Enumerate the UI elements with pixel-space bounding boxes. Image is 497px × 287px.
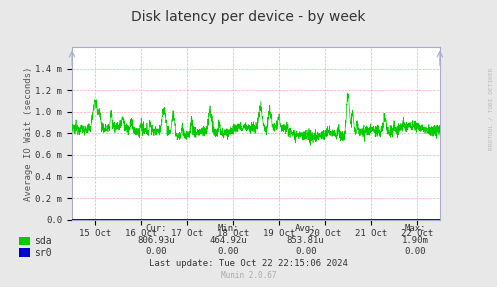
- Text: Cur:: Cur:: [146, 224, 167, 233]
- Text: 464.92u: 464.92u: [210, 236, 248, 245]
- Y-axis label: Average IO Wait (seconds): Average IO Wait (seconds): [24, 66, 33, 201]
- Text: 0.00: 0.00: [295, 247, 317, 256]
- Text: 0.00: 0.00: [146, 247, 167, 256]
- Text: Min:: Min:: [218, 224, 240, 233]
- Text: Last update: Tue Oct 22 22:15:06 2024: Last update: Tue Oct 22 22:15:06 2024: [149, 259, 348, 268]
- Text: sda: sda: [34, 236, 51, 246]
- Text: 806.93u: 806.93u: [138, 236, 175, 245]
- Text: Max:: Max:: [404, 224, 426, 233]
- Text: 0.00: 0.00: [404, 247, 426, 256]
- Text: RRDTOOL / TOBI OETIKER: RRDTOOL / TOBI OETIKER: [489, 68, 494, 150]
- Text: Avg:: Avg:: [295, 224, 317, 233]
- Text: 0.00: 0.00: [218, 247, 240, 256]
- Text: Disk latency per device - by week: Disk latency per device - by week: [131, 10, 366, 24]
- Text: Munin 2.0.67: Munin 2.0.67: [221, 271, 276, 280]
- Text: 853.81u: 853.81u: [287, 236, 325, 245]
- Text: 1.90m: 1.90m: [402, 236, 428, 245]
- Text: sr0: sr0: [34, 248, 51, 257]
